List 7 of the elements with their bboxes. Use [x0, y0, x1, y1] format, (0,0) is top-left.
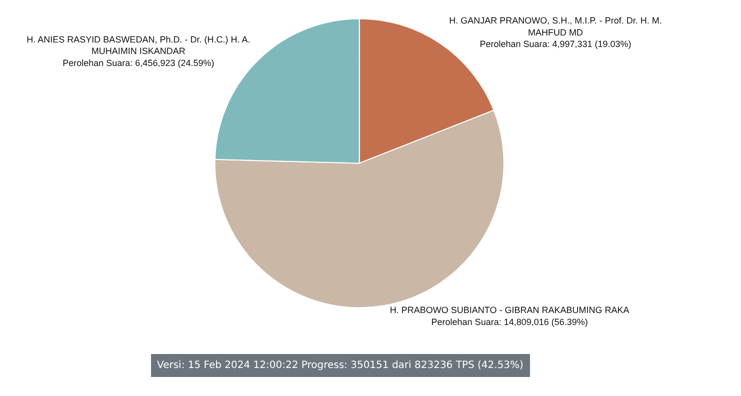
slice-label: H. ANIES RASYID BASWEDAN, Ph.D. - Dr. (H.C.) H. A. MUHAIMIN ISKANDAR	[26, 34, 250, 56]
text: Versi: 15 Feb 2024 12:00:22 Progress: 350151 dari 823236 TPS (42.53%)	[157, 360, 524, 371]
slice-label: H. PRABOWO SUBIANTO - GIBRAN RAKABUMING RAKA	[390, 305, 630, 316]
slice-label: H. GANJAR PRANOWO, S.H., M.I.P. - Prof. Dr. H. M. MAHFUD MD	[449, 16, 662, 38]
data-label: Perolehan Suara: 4,997,331 (19.03%)	[480, 39, 632, 50]
data-label: Perolehan Suara: 6,456,923 (24.59%)	[62, 58, 214, 68]
data-label: Perolehan Suara: 14,809,016 (56.39%)	[431, 316, 588, 327]
